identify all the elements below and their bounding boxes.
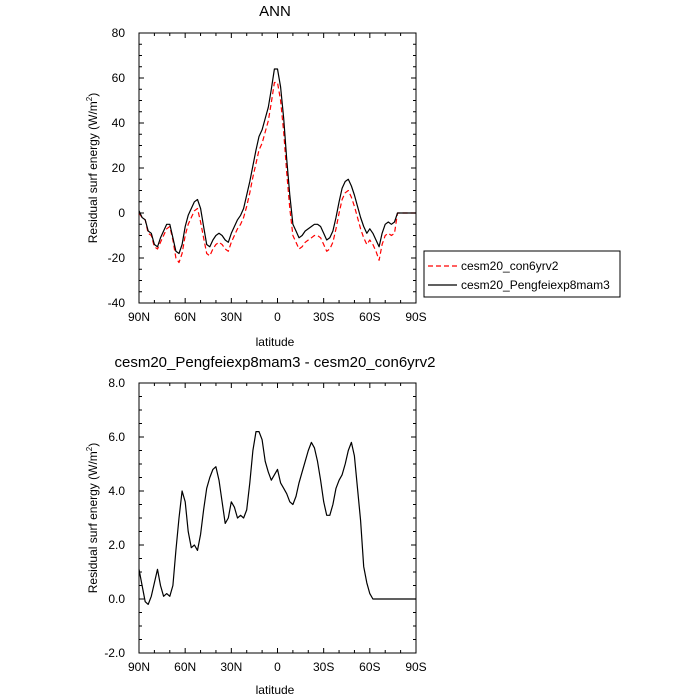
y-tick-label: 60 [112,71,126,85]
x-tick-label: 0 [274,660,281,674]
top-axis-ticks: 90N 60N 30N 0 30S 60S 90S -40 -20 0 20 40 60 80 [108,26,427,324]
top-plot-frame [138,32,417,304]
bottom-plot-frame [138,382,417,654]
x-tick-label: 30N [220,310,242,324]
y-tick-label: 80 [112,26,126,40]
x-tick-label: 90N [128,660,150,674]
y-tick-label: 20 [112,161,126,175]
bottom-series-lines [138,431,416,606]
difference-line [138,431,416,606]
top-y-axis-label: Residual surf energy (W/m2) [85,93,100,244]
x-tick-label: 60N [174,660,196,674]
legend: cesm20_con6yrv2 cesm20_Pengfeiexp8mam3 [423,250,621,298]
x-tick-label: 60S [359,660,380,674]
bottom-chart-title: cesm20_Pengfeiexp8mam3 - cesm20_con6yrv2 [115,354,436,371]
y-tick-label: -20 [108,251,126,265]
x-tick-label: 90S [405,310,426,324]
y-tick-label: -40 [108,296,126,310]
bottom-y-axis-label: Residual surf energy (W/m2) [85,443,100,594]
legend-label-con6yrv2: cesm20_con6yrv2 [461,259,559,273]
y-tick-label: 8.0 [108,376,125,390]
top-chart-title: ANN [259,3,291,20]
y-tick-label: 0.0 [108,592,125,606]
top-panel: ANN 90N 60N 30N 0 30S 60S 90S -40 -20 0 20 40 60 80 l… [85,3,427,349]
y-tick-label: 2.0 [108,538,125,552]
x-tick-label: 60N [174,310,196,324]
bottom-panel: cesm20_Pengfeiexp8mam3 - cesm20_con6yrv2… [85,354,436,697]
legend-label-pengfeiexp8mam3: cesm20_Pengfeiexp8mam3 [461,278,610,292]
x-tick-label: 90N [128,310,150,324]
bottom-x-axis-label: latitude [256,683,295,697]
y-tick-label: 6.0 [108,430,125,444]
x-tick-label: 30S [313,310,334,324]
y-tick-label: 0 [118,206,125,220]
x-tick-label: 30N [220,660,242,674]
x-tick-label: 0 [274,310,281,324]
cesm20-con6yrv2-line [138,81,416,264]
top-series-lines [138,68,416,264]
x-tick-label: 60S [359,310,380,324]
legend-box [423,250,621,298]
cesm20-Pengfeiexp8mam3-line [138,68,416,255]
top-x-axis-label: latitude [256,335,295,349]
y-tick-label: 40 [112,116,126,130]
x-tick-label: 30S [313,660,334,674]
y-tick-label: 4.0 [108,484,125,498]
x-tick-label: 90S [405,660,426,674]
bottom-axis-ticks: 90N 60N 30N 0 30S 60S 90S -2.0 0.0 2.0 4.0 6.0 8.0 [104,376,426,674]
y-tick-label: -2.0 [104,646,125,660]
